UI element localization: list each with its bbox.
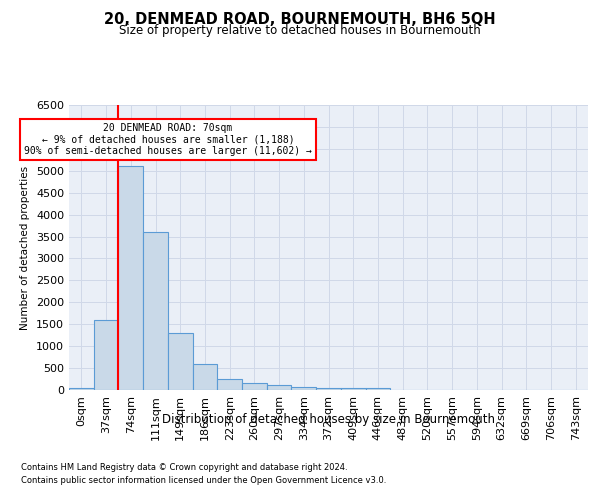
Bar <box>341 388 365 390</box>
Text: 20, DENMEAD ROAD, BOURNEMOUTH, BH6 5QH: 20, DENMEAD ROAD, BOURNEMOUTH, BH6 5QH <box>104 12 496 28</box>
Bar <box>242 383 267 390</box>
Bar <box>365 388 390 390</box>
Y-axis label: Number of detached properties: Number of detached properties <box>20 166 31 330</box>
Bar <box>217 379 242 390</box>
Bar <box>316 388 341 390</box>
Text: Size of property relative to detached houses in Bournemouth: Size of property relative to detached ho… <box>119 24 481 37</box>
Bar <box>193 364 217 390</box>
Bar <box>118 166 143 390</box>
Text: Contains HM Land Registry data © Crown copyright and database right 2024.: Contains HM Land Registry data © Crown c… <box>21 462 347 471</box>
Bar <box>94 320 118 390</box>
Bar <box>69 388 94 390</box>
Bar <box>143 232 168 390</box>
Bar <box>168 333 193 390</box>
Text: Distribution of detached houses by size in Bournemouth: Distribution of detached houses by size … <box>162 412 496 426</box>
Bar <box>267 385 292 390</box>
Bar <box>292 388 316 390</box>
Text: 20 DENMEAD ROAD: 70sqm
← 9% of detached houses are smaller (1,188)
90% of semi-d: 20 DENMEAD ROAD: 70sqm ← 9% of detached … <box>24 122 312 156</box>
Text: Contains public sector information licensed under the Open Government Licence v3: Contains public sector information licen… <box>21 476 386 485</box>
